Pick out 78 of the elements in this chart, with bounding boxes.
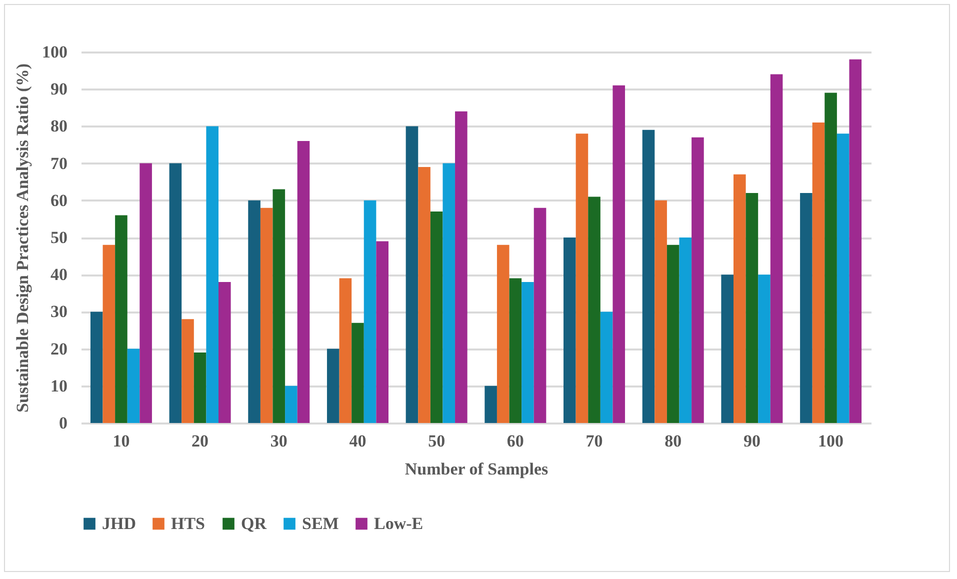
- bar: [588, 196, 600, 423]
- bar: [272, 189, 286, 423]
- x-tick-label: 50: [428, 432, 446, 450]
- bar: [612, 85, 626, 423]
- bar: [364, 200, 376, 423]
- y-tick-label: 70: [50, 154, 68, 173]
- x-axis-title: Number of Samples: [404, 460, 549, 478]
- bar: [442, 163, 456, 423]
- bar: [352, 322, 364, 423]
- bar: [496, 244, 510, 423]
- x-tick-label: 100: [818, 432, 844, 450]
- bar: [206, 126, 218, 423]
- bar: [654, 200, 667, 423]
- bar: [260, 208, 273, 423]
- bar: [824, 92, 837, 423]
- bar: [418, 167, 430, 423]
- y-tick-label: 10: [50, 376, 68, 396]
- y-tick-label: 30: [50, 302, 68, 322]
- y-tick-label: 100: [42, 42, 68, 62]
- x-tick-label: 40: [349, 432, 366, 450]
- x-tick-label: 80: [664, 432, 682, 450]
- bar: [406, 126, 418, 423]
- x-tick-label: 70: [586, 432, 603, 450]
- bar: [642, 130, 655, 423]
- bar: [194, 352, 206, 423]
- y-tick-label: 60: [50, 190, 68, 210]
- x-tick-label: 10: [112, 432, 130, 450]
- bar: [770, 74, 783, 423]
- legend-label: HTS: [171, 514, 206, 533]
- bar: [746, 192, 758, 423]
- y-tick-label: 20: [50, 339, 68, 358]
- bar: [812, 122, 825, 423]
- y-tick-label: 80: [50, 116, 68, 136]
- bar: [455, 111, 468, 423]
- y-tick-label: 0: [59, 414, 68, 432]
- x-tick-label: 30: [270, 432, 288, 450]
- bar: [484, 386, 497, 423]
- bar: [169, 163, 182, 423]
- x-tick-label: 60: [506, 432, 524, 450]
- bar: [692, 137, 704, 423]
- bar: [90, 312, 103, 423]
- legend-label: Low-E: [374, 514, 424, 533]
- x-tick-label: 20: [192, 432, 209, 450]
- y-tick-label: 90: [50, 80, 68, 99]
- bar: [339, 278, 352, 423]
- legend-label: JHD: [102, 514, 136, 533]
- bar: [248, 200, 260, 423]
- bar: [600, 312, 613, 423]
- bar: [721, 274, 734, 423]
- y-tick-label: 40: [50, 265, 68, 284]
- bar: [836, 134, 850, 423]
- bar: [509, 278, 522, 423]
- bar: [666, 244, 680, 423]
- bar: [849, 59, 862, 423]
- bar: [734, 174, 746, 423]
- bar: [430, 212, 443, 423]
- legend-label: SEM: [302, 514, 339, 533]
- bar: [297, 141, 310, 423]
- bar: [679, 238, 692, 423]
- bar: [522, 282, 534, 423]
- bar: [218, 282, 231, 423]
- bar: [534, 208, 546, 423]
- bar: [102, 244, 116, 423]
- y-axis-title: Sustainable Design Practices Analysis Ratio (%): [13, 64, 32, 412]
- bar: [376, 241, 388, 423]
- bar: [140, 163, 152, 423]
- bar: [127, 348, 140, 423]
- y-tick-label: 50: [50, 228, 68, 247]
- bar: [758, 274, 770, 423]
- bar: [182, 319, 194, 423]
- bar: [564, 238, 576, 423]
- x-tick-label: 90: [743, 432, 760, 450]
- bar: [326, 348, 340, 423]
- legend-label: QR: [241, 514, 268, 533]
- bar: [115, 215, 128, 423]
- bar: [576, 134, 588, 423]
- bar: [285, 386, 298, 423]
- bar: [800, 192, 812, 423]
